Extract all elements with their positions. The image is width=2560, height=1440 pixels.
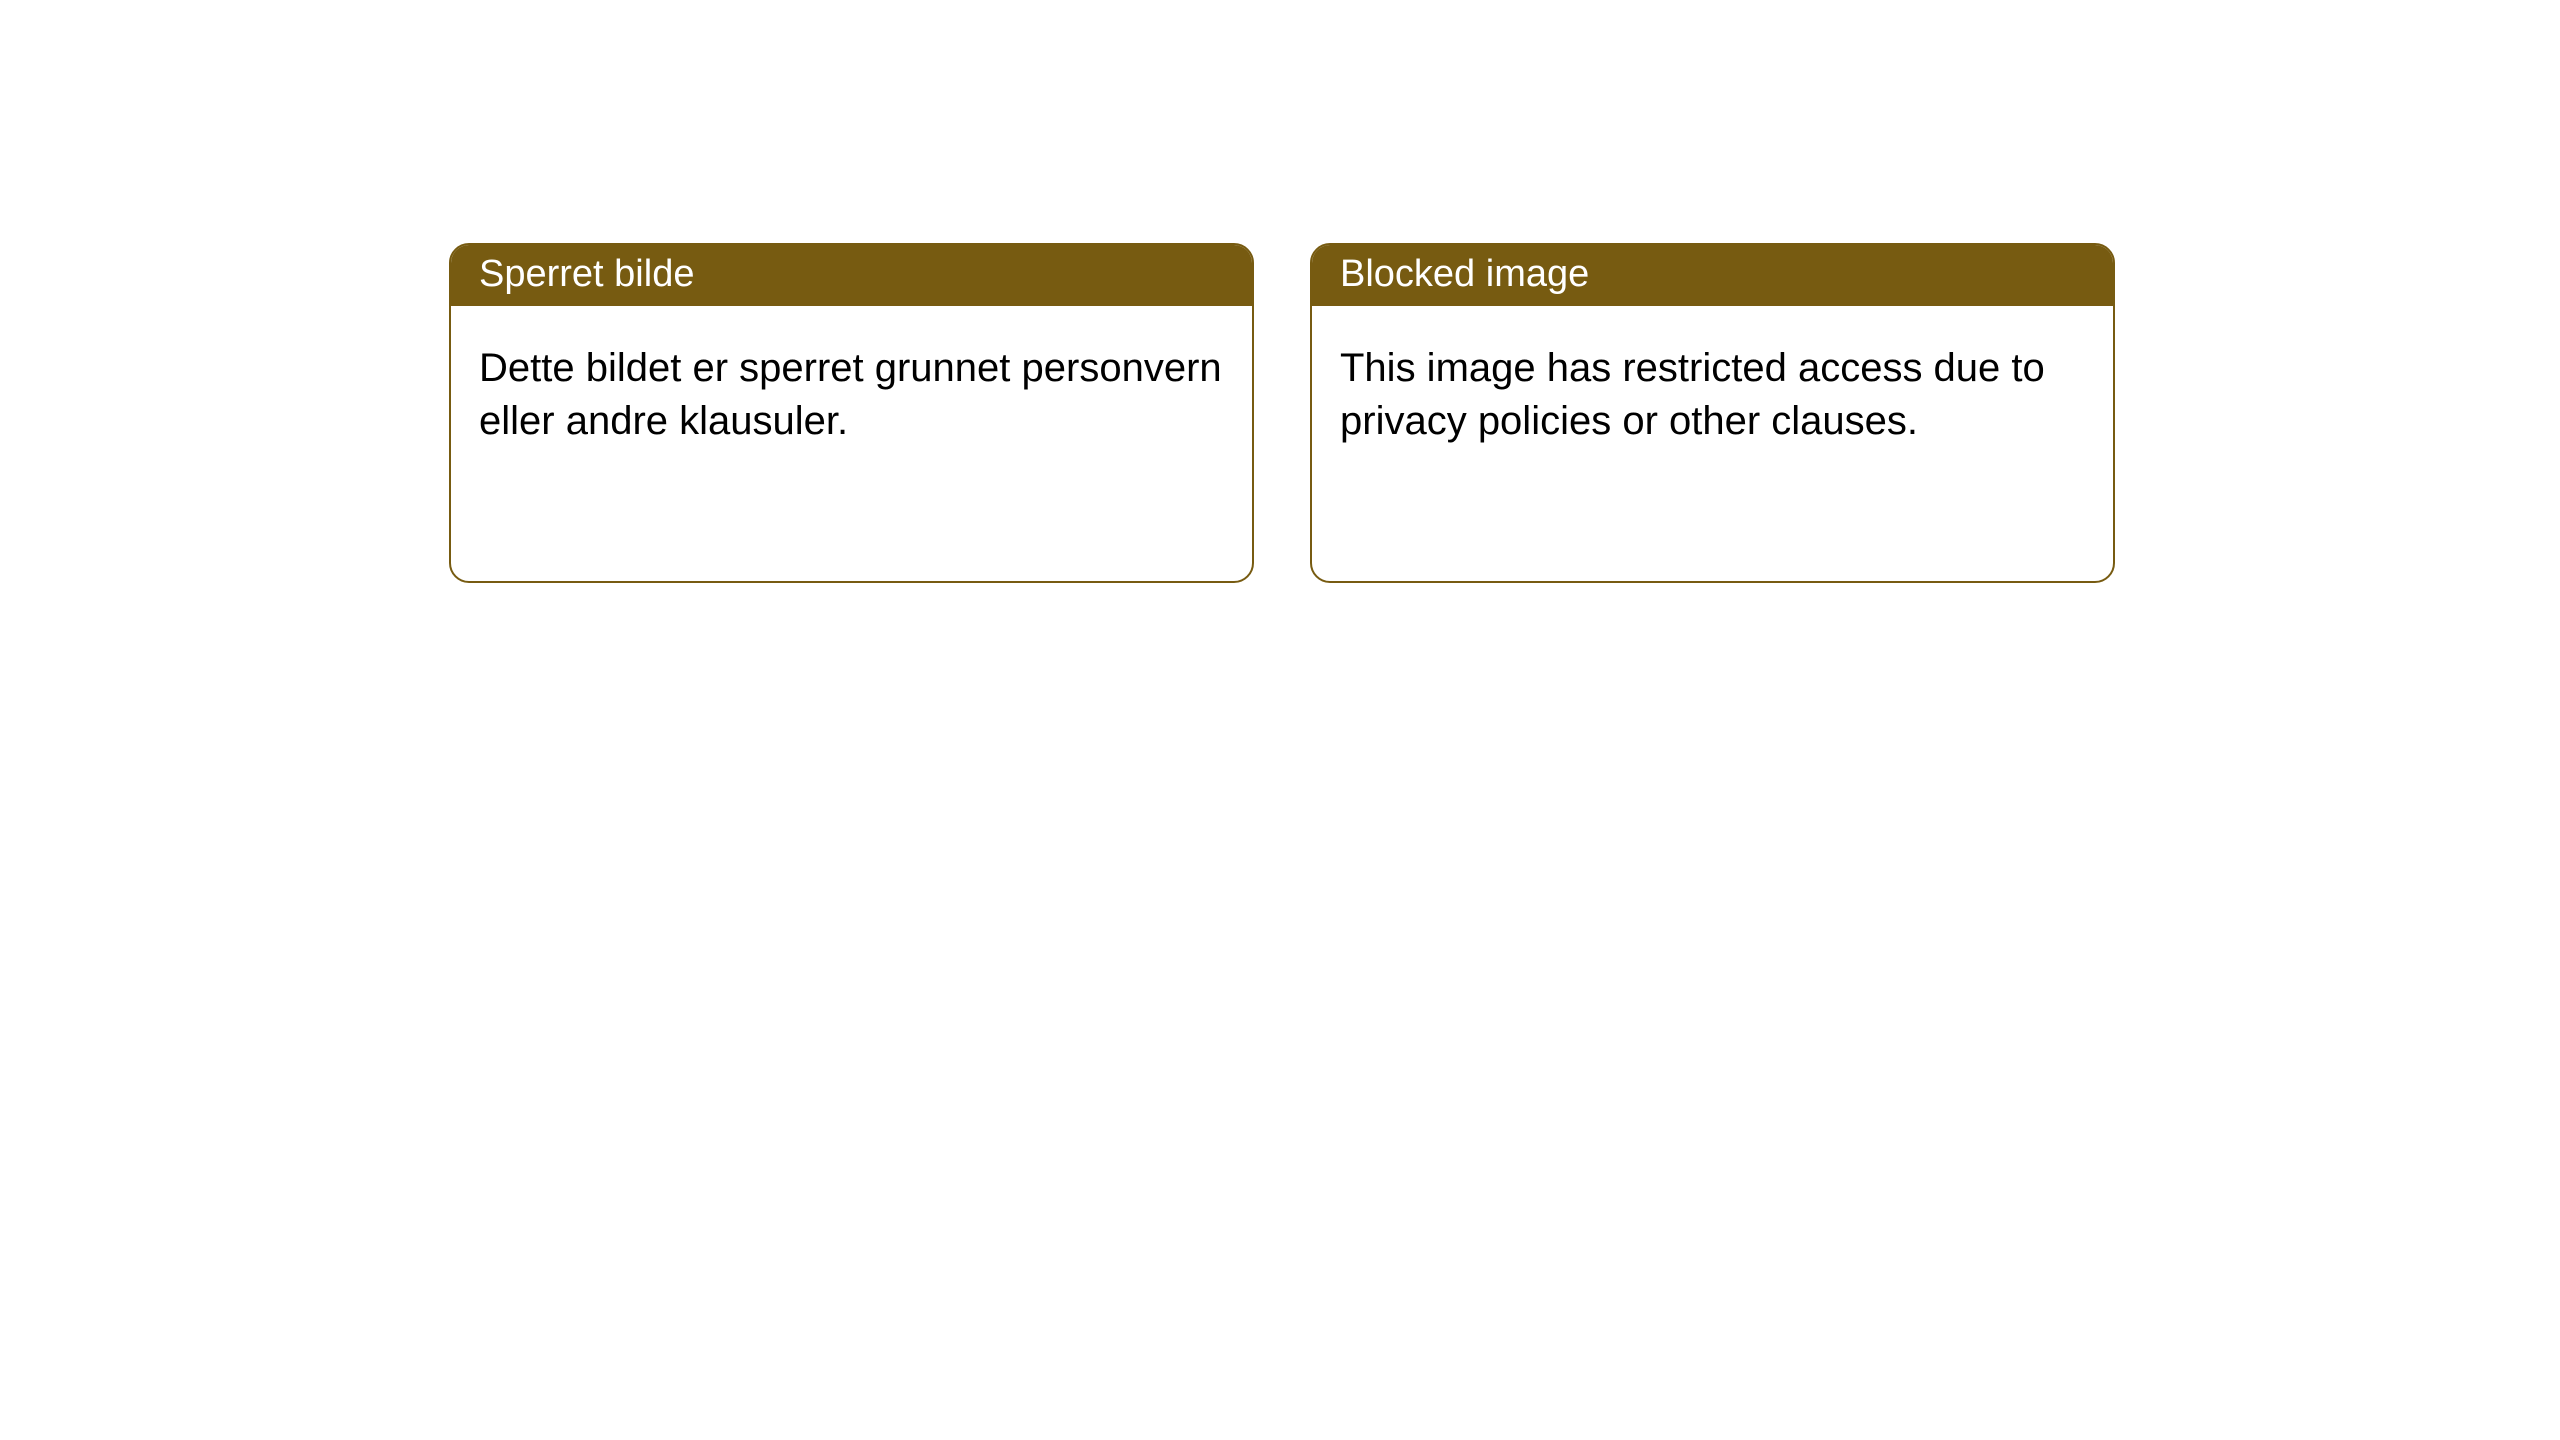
card-title: Blocked image: [1340, 253, 1589, 295]
card-body-text: This image has restricted access due to …: [1340, 346, 2045, 443]
notice-card-english: Blocked image This image has restricted …: [1310, 243, 2115, 583]
card-title: Sperret bilde: [479, 253, 694, 295]
card-header-english: Blocked image: [1312, 245, 2113, 306]
card-body-text: Dette bildet er sperret grunnet personve…: [479, 346, 1222, 443]
card-body-norwegian: Dette bildet er sperret grunnet personve…: [451, 306, 1252, 484]
card-body-english: This image has restricted access due to …: [1312, 306, 2113, 484]
notice-cards-container: Sperret bilde Dette bildet er sperret gr…: [449, 243, 2115, 583]
card-header-norwegian: Sperret bilde: [451, 245, 1252, 306]
notice-card-norwegian: Sperret bilde Dette bildet er sperret gr…: [449, 243, 1254, 583]
